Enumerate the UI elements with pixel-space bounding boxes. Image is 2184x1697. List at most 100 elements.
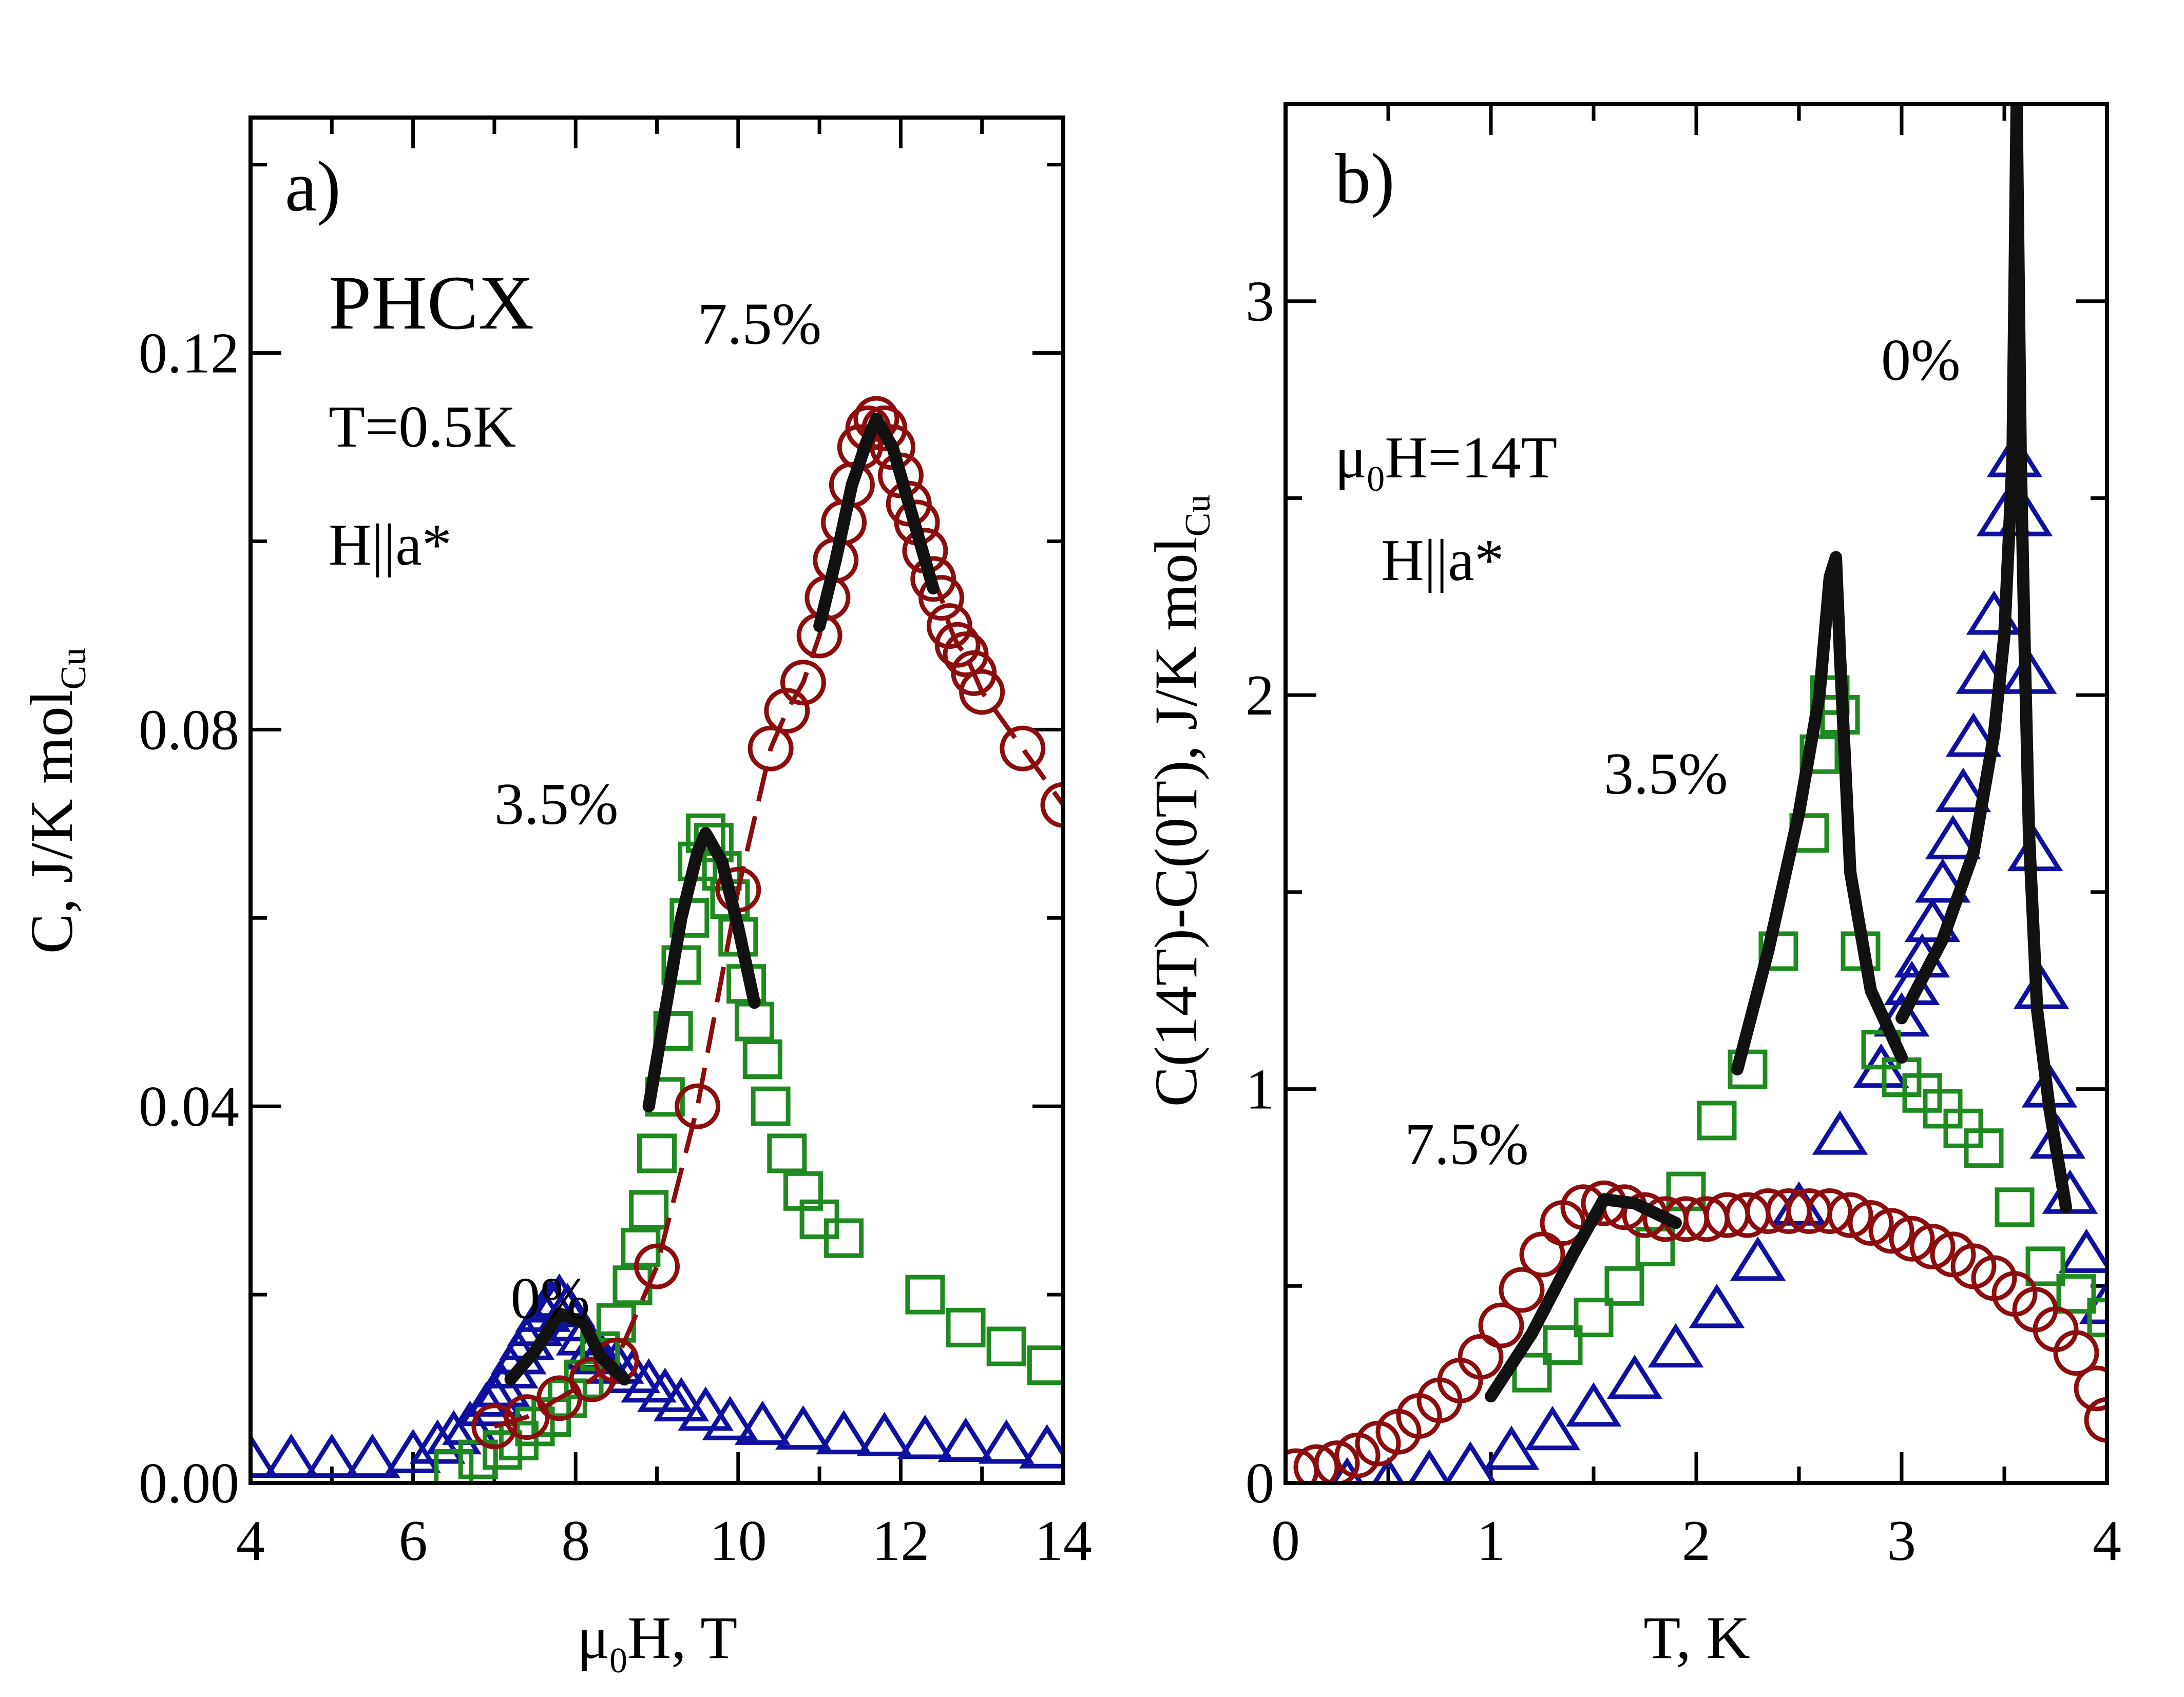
data-point: [986, 1326, 1026, 1366]
panel-a-fit-7.5-curve: [813, 413, 940, 632]
panel-a-label: a): [285, 147, 341, 226]
data-point: [946, 1307, 986, 1347]
data-point: [2056, 1274, 2096, 1314]
data-point: [1027, 1345, 1063, 1385]
panel-a-series-label-7.5: 7.5%: [698, 291, 822, 357]
panel-a-ticks: 4 6 8 10 12 14 0.00 0.04 0.08 0.12: [139, 118, 1092, 1573]
data-point: [1848, 1200, 1894, 1246]
panel-b-fit-7.5-curve: [1485, 1193, 1682, 1403]
data-point: [1812, 1110, 1868, 1155]
panel-a-xlabel-mu: μ: [577, 1604, 609, 1671]
data-point: [1574, 1298, 1614, 1338]
data-point: [978, 1419, 1034, 1464]
panel-b-field: μ0H=14T: [1335, 425, 1557, 499]
data-point: [1964, 1128, 2004, 1168]
panel-a-ylabel-main: C, J/K mol: [18, 690, 85, 954]
panel-b-ylabel-sub: Cu: [1178, 495, 1218, 537]
data-point: [959, 669, 1005, 715]
data-point: [937, 1417, 994, 1462]
panel-b-label: b): [1335, 139, 1395, 219]
data-point: [1314, 1440, 1360, 1483]
panel-a-xtick-label: 8: [561, 1509, 590, 1573]
data-point: [742, 1039, 782, 1079]
data-point: [775, 1405, 831, 1450]
panel-b-fits: [1485, 104, 2072, 1403]
data-point: [1807, 1188, 1853, 1234]
data-point: [1635, 1227, 1675, 1267]
data-point: [751, 1086, 791, 1126]
data-point: [1478, 1302, 1524, 1348]
data-point: [764, 688, 810, 734]
data-point: [344, 1433, 400, 1478]
panel-a-xlabel-tail: H, T: [627, 1604, 737, 1671]
panel-a-field-direction: H||a*: [329, 512, 452, 578]
data-point: [1730, 1236, 1786, 1281]
panel-a-fits: [504, 413, 940, 1386]
data-point: [1293, 1444, 1339, 1483]
data-point: [1458, 1334, 1504, 1380]
panel-a-xtick-label: 6: [399, 1509, 428, 1573]
panel-b-field-sub: 0: [1367, 459, 1385, 499]
panel-a-ytick-label: 0.12: [139, 322, 239, 385]
data-point: [263, 1433, 319, 1478]
data-point: [1995, 1187, 2035, 1227]
panel-b-series-label-7.5: 7.5%: [1405, 1111, 1529, 1177]
data-point: [1868, 1208, 1914, 1254]
data-point: [1873, 992, 1930, 1037]
data-point: [1758, 931, 1798, 971]
panel-b-ylabel-main: C(14T)-C(0T), J/K mol: [1142, 536, 1210, 1107]
panel-b-ytick-label: 3: [1246, 270, 1274, 334]
panel-a: 4 6 8 10 12 14 0.00 0.04 0.08 0.12 a) PHCX T=0.5K…: [18, 115, 1092, 1681]
data-point: [905, 1275, 945, 1315]
data-point: [1444, 1441, 1497, 1483]
data-point: [1935, 767, 1991, 812]
panel-b-xtick-label: 1: [1477, 1509, 1505, 1573]
data-point: [816, 1410, 872, 1455]
data-point: [1697, 1101, 1737, 1141]
data-point: [1647, 1323, 1704, 1368]
panel-a-ytick-label: 0.08: [139, 698, 239, 762]
data-point: [748, 725, 794, 772]
panel-a-ytick-label: 0.04: [139, 1075, 239, 1139]
data-point: [1606, 1355, 1663, 1399]
panel-a-fit-3.5-curve: [642, 827, 761, 1113]
panel-a-y-axis-label: C, J/K molCu: [18, 648, 93, 954]
data-point: [634, 1243, 680, 1289]
data-point: [918, 575, 965, 621]
data-point: [1945, 712, 2002, 757]
panel-b-fit-3.5-curve: [1731, 551, 1908, 1076]
panel-b-field-direction: H||a*: [1381, 528, 1504, 593]
panel-a-x-axis-label: μ0H, T: [577, 1604, 737, 1681]
panel-b-series-label-3.5: 3.5%: [1604, 741, 1728, 807]
panel-a-ylabel-sub: Cu: [54, 648, 93, 690]
data-point: [1914, 858, 1971, 903]
panel-b-xtick-label: 3: [1887, 1509, 1916, 1573]
data-point: [1499, 1267, 1545, 1313]
data-point: [2084, 1397, 2107, 1443]
panel-a-sample-name: PHCX: [329, 260, 534, 345]
data-point: [1565, 1382, 1622, 1427]
data-point: [824, 1218, 864, 1258]
panel-a-xtick-label: 10: [710, 1509, 767, 1573]
data-point: [1408, 1449, 1451, 1483]
data-point: [1372, 1457, 1405, 1483]
data-point: [1019, 1424, 1063, 1469]
panel-b-ytick-label: 2: [1246, 664, 1274, 727]
data-point: [678, 1386, 734, 1431]
data-point: [702, 1396, 758, 1440]
data-point: [1040, 782, 1063, 828]
data-point: [2058, 1228, 2107, 1273]
data-point: [685, 813, 725, 853]
data-point: [2087, 1298, 2107, 1338]
panel-a-fit-0-curve: [504, 1307, 631, 1386]
panel-b-xtick-label: 4: [2093, 1509, 2121, 1573]
panel-b-fit-0-curve: [1895, 104, 2072, 1213]
data-point: [2025, 1246, 2065, 1286]
data-point: [734, 1400, 791, 1445]
panel-a-xtick-label: 12: [872, 1509, 929, 1573]
data-point: [653, 1377, 710, 1422]
data-point: [1925, 815, 1981, 860]
data-point: [853, 396, 899, 442]
panel-b-frame: [1283, 102, 2109, 1485]
